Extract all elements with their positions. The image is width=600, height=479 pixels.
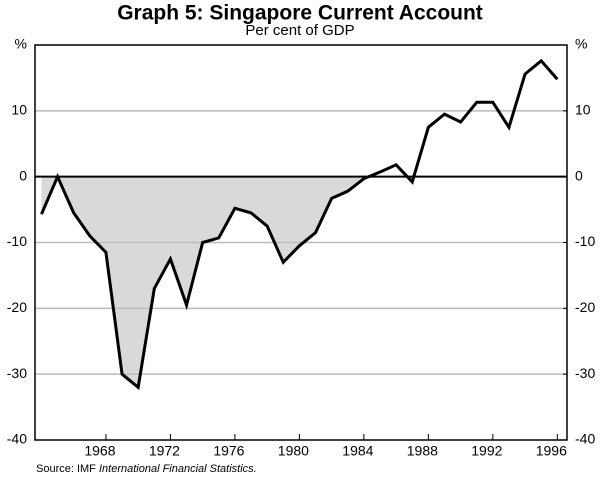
y2-tick-label: 0 (575, 167, 583, 183)
x-tick-label: 1988 (407, 443, 438, 459)
x-tick-label: 1992 (471, 443, 502, 459)
x-tick-label: 1976 (213, 443, 244, 459)
source: Source: IMF International Financial Stat… (36, 463, 257, 475)
y-tick-label: 0 (19, 167, 27, 183)
y2-tick-label: -20 (575, 299, 595, 315)
chart-title: Graph 5: Singapore Current Account (117, 2, 483, 25)
y2-tick-label: 10 (575, 102, 591, 118)
y2-tick-label: % (575, 36, 587, 52)
y2-tick-label: -30 (575, 365, 595, 381)
x-tick-label: 1972 (149, 443, 180, 459)
x-tick-label: 1968 (84, 443, 115, 459)
x-tick-label: 1980 (278, 443, 309, 459)
data-line (40, 58, 559, 391)
y-tick-label: -10 (7, 233, 27, 249)
y-tick-label: -40 (7, 431, 27, 447)
y-tick-label: -20 (7, 299, 27, 315)
chart-subtitle: Per cent of GDP (245, 22, 354, 39)
area (41, 176, 558, 388)
y-tick-label: 10 (11, 102, 27, 118)
plot-frame (34, 44, 568, 441)
x-tick-label: 1996 (536, 443, 567, 459)
y2-tick-label: -40 (575, 431, 595, 447)
y2-tick-label: -10 (575, 233, 595, 249)
source-text: Source: IMF (36, 463, 96, 475)
y-tick-label: % (15, 36, 27, 52)
x-tick-label: 1984 (342, 443, 373, 459)
y-tick-label: -30 (7, 365, 27, 381)
source-italic: International Financial Statistics. (99, 463, 257, 475)
